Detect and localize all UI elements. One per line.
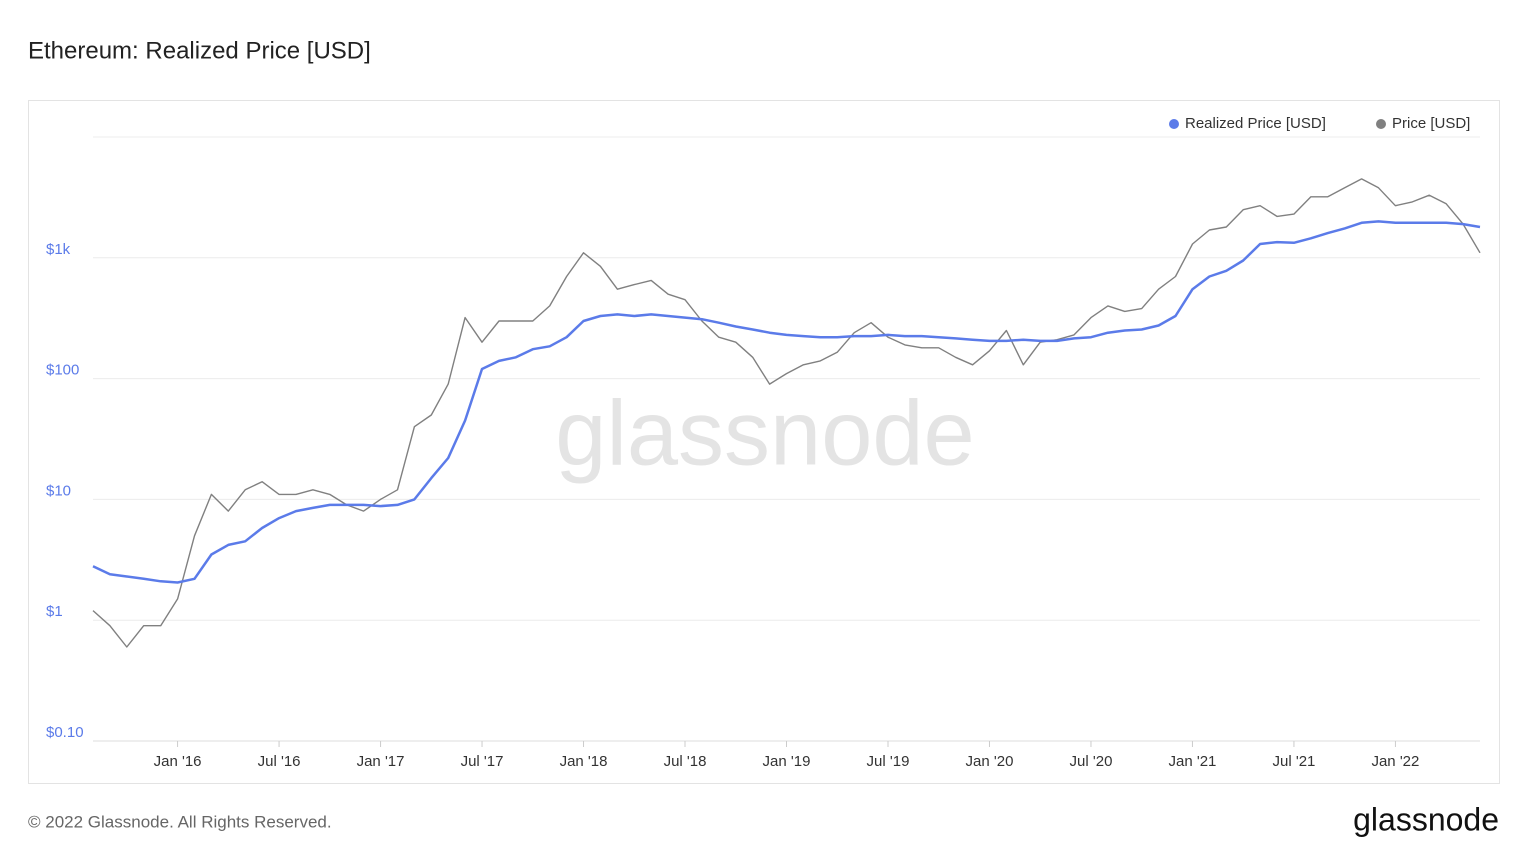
y-tick-label: $10: [46, 482, 71, 499]
copyright: © 2022 Glassnode. All Rights Reserved.: [28, 812, 332, 831]
y-tick-label: $1k: [46, 241, 71, 258]
x-tick-label: Jan '16: [154, 753, 202, 770]
x-tick-label: Jul '21: [1272, 753, 1315, 770]
legend-label[interactable]: Realized Price [USD]: [1185, 115, 1326, 132]
x-tick-label: Jul '19: [867, 753, 910, 770]
legend-marker: [1169, 119, 1179, 129]
x-tick-label: Jul '20: [1070, 753, 1113, 770]
watermark: glassnode: [555, 382, 974, 484]
chart-frame: [28, 100, 1500, 784]
x-tick-label: Jul '18: [664, 753, 707, 770]
x-tick-label: Jan '17: [357, 753, 405, 770]
x-tick-label: Jan '20: [966, 753, 1014, 770]
legend-marker: [1376, 119, 1386, 129]
x-tick-label: Jan '21: [1168, 753, 1216, 770]
y-tick-label: $0.10: [46, 724, 84, 741]
x-tick-label: Jan '22: [1371, 753, 1419, 770]
x-tick-label: Jan '19: [763, 753, 811, 770]
logo: glassnode: [1353, 801, 1499, 837]
y-tick-label: $1: [46, 603, 63, 620]
chart-title: Ethereum: Realized Price [USD]: [28, 37, 371, 64]
y-tick-label: $100: [46, 362, 79, 379]
x-tick-label: Jul '16: [258, 753, 301, 770]
realized-price-line: [92, 220, 1481, 584]
price-line: [92, 178, 1481, 648]
x-tick-label: Jul '17: [461, 753, 504, 770]
legend-label[interactable]: Price [USD]: [1392, 115, 1470, 132]
x-tick-label: Jan '18: [560, 753, 608, 770]
